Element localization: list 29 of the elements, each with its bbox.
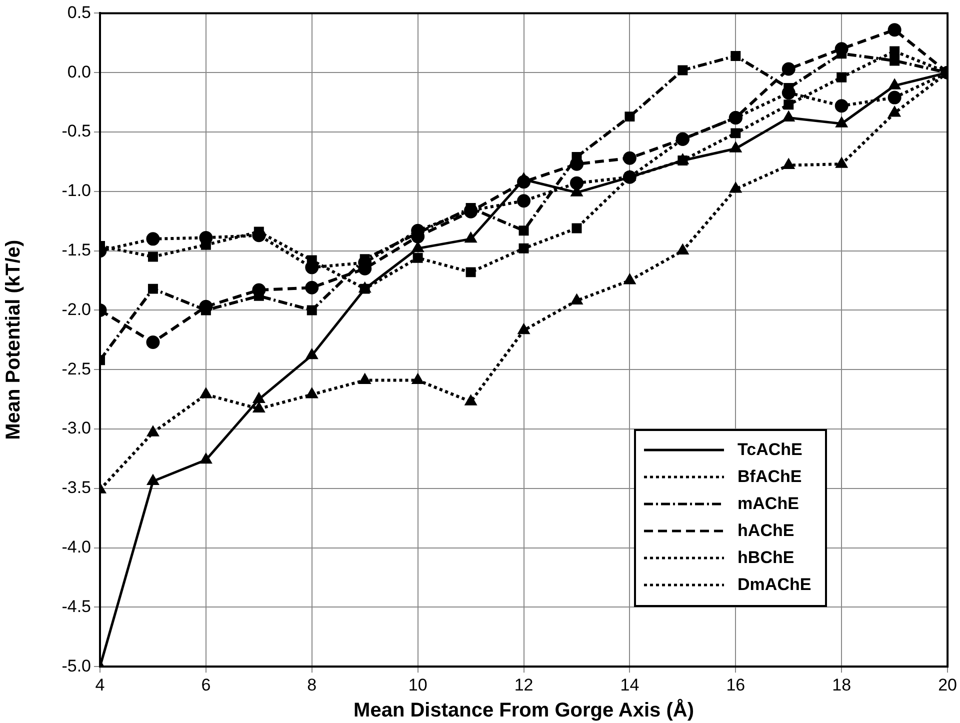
legend-label: hBChE [738,548,794,568]
y-tick-label: -4.0 [62,537,91,556]
y-tick-label: -3.5 [62,478,91,498]
x-tick-label: 6 [201,675,211,694]
legend-label: BfAChE [738,467,802,488]
x-tick-label: 18 [832,675,852,694]
x-tick-label: 8 [307,675,317,694]
x-tick-label: 14 [620,675,640,694]
x-tick-label: 4 [95,675,105,694]
y-tick-label: -0.5 [62,122,91,141]
y-axis-title: Mean Potential (kT/e) [2,240,25,440]
y-tick-label: 0.5 [67,2,91,22]
y-tick-label: -2.0 [62,300,91,319]
y-tick-label: -1.0 [62,181,91,200]
x-tick-label: 12 [514,675,534,694]
y-tick-label: -2.5 [62,359,91,378]
x-tick-label: 20 [938,675,958,694]
x-axis-title: Mean Distance From Gorge Axis (Å) [354,698,694,722]
legend-label: DmAChE [738,575,812,596]
y-tick-label: -3.0 [62,418,91,438]
y-tick-label: -4.5 [62,596,91,616]
y-tick-label: 0.0 [67,62,91,82]
y-tick-label: -5.0 [62,656,91,676]
legend-label: hAChE [738,521,794,542]
legend-label: TcAChE [738,440,802,460]
y-tick-label: -1.5 [62,240,91,260]
legend-label: mAChE [738,494,799,514]
x-tick-label: 10 [408,675,428,694]
x-tick-label: 16 [726,675,746,694]
